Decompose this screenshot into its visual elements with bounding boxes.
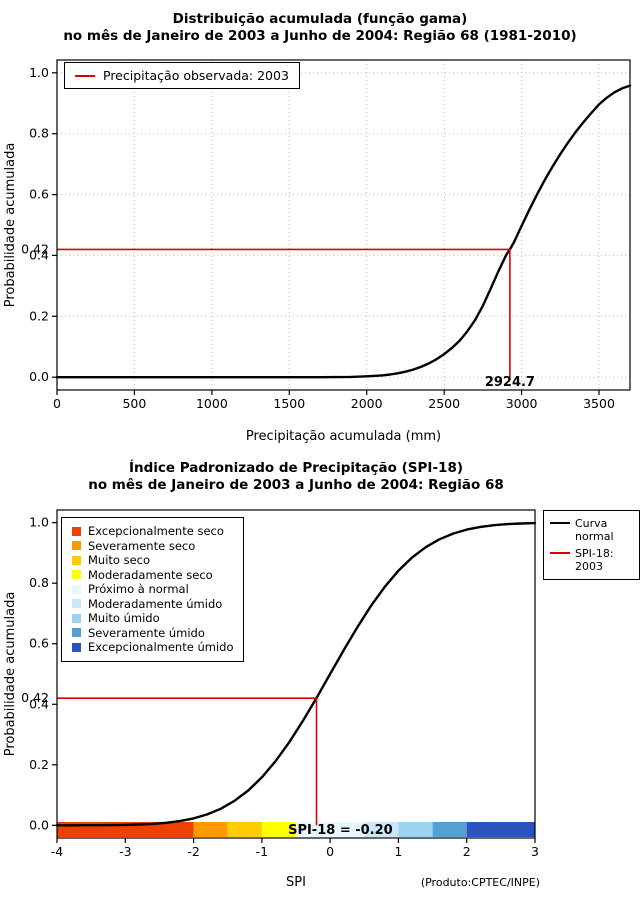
spi-colorbar-segment bbox=[296, 822, 365, 837]
legend-label: Precipitação observada: 2003 bbox=[103, 68, 289, 83]
category-swatch bbox=[72, 541, 81, 551]
category-swatch bbox=[72, 613, 81, 623]
spi-colorbar-segment bbox=[227, 822, 262, 837]
reference-value-label: SPI-18 = -0.20 bbox=[288, 823, 393, 838]
legend-item: Curva normal bbox=[550, 517, 633, 543]
category-swatch bbox=[72, 599, 81, 609]
x-tick-label: 3000 bbox=[506, 396, 538, 411]
spi-chart-title: Índice Padronizado de Precipitação (SPI-… bbox=[0, 460, 592, 494]
legend-label: Excepcionalmente seco bbox=[88, 524, 224, 539]
spi-chart-title-line2: no mês de Janeiro de 2003 a Junho de 200… bbox=[88, 477, 504, 493]
category-swatch bbox=[72, 526, 81, 536]
x-tick-label: 2 bbox=[463, 844, 471, 859]
y-tick-label: 0.8 bbox=[29, 575, 49, 590]
legend-label: Curva normal bbox=[575, 517, 614, 543]
cdf-curve bbox=[55, 84, 632, 379]
category-swatch bbox=[72, 642, 81, 652]
category-swatch bbox=[72, 570, 81, 580]
legend-item: Excepcionalmente seco bbox=[72, 524, 233, 539]
gamma-cdf-chart: 0 500 1000 1500 2000 2500 3000 3500 0.0 0.2 0.4 0.6… bbox=[3, 59, 632, 444]
y-tick-label: 0.4 bbox=[29, 247, 49, 262]
legend-item: Muito seco bbox=[72, 553, 233, 568]
x-tick-label: 1 bbox=[394, 844, 402, 859]
legend-label: Severamente úmido bbox=[88, 625, 205, 640]
legend-label: Severamente seco bbox=[88, 538, 196, 553]
spi-colorbar-segment bbox=[364, 822, 399, 837]
y-tick-label: 0.2 bbox=[29, 308, 49, 323]
reference-probability-label: 0.42 bbox=[21, 690, 49, 705]
legend-label: Próximo à normal bbox=[88, 582, 189, 597]
product-credit: (Produto:CPTEC/INPE) bbox=[420, 876, 540, 889]
legend-item: Precipitação observada: 2003 bbox=[75, 68, 289, 83]
y-tick-label: 0.2 bbox=[29, 757, 49, 772]
category-swatch bbox=[72, 584, 81, 594]
spi-colorbar-segment bbox=[398, 822, 433, 837]
legend-label: Moderadamente seco bbox=[88, 567, 213, 582]
gamma-chart-title-line1: Distribuição acumulada (função gama) bbox=[172, 11, 468, 27]
y-tick-label: 0.8 bbox=[29, 126, 49, 141]
x-axis-label: SPI bbox=[286, 875, 306, 890]
reference-probability-label: 0.42 bbox=[21, 241, 49, 256]
y-tick-label: 0.6 bbox=[29, 187, 49, 202]
observed-precipitation-legend: Precipitação observada: 2003 bbox=[64, 62, 300, 89]
spi-chart-title-line1: Índice Padronizado de Precipitação (SPI-… bbox=[128, 460, 464, 476]
observed-line-sample bbox=[75, 74, 95, 77]
spi-colorbar-segment bbox=[432, 822, 467, 837]
x-tick-label: -1 bbox=[256, 844, 268, 859]
x-tick-label: -4 bbox=[51, 844, 64, 859]
x-tick-label: 1000 bbox=[196, 396, 228, 411]
legend-item: Excepcionalmente úmido bbox=[72, 640, 233, 655]
gamma-chart-title: Distribuição acumulada (função gama) no … bbox=[0, 11, 640, 45]
legend-label: SPI-18: 2003 bbox=[575, 547, 614, 573]
legend-item: Próximo à normal bbox=[72, 582, 233, 597]
spi-cdf-panel: -4 -3 -2 -1 0 1 2 3 0.0 0.2 0.4 0.6 0.8 1.0 0.42 SPI-18… bbox=[0, 455, 640, 900]
legend-item: Muito úmido bbox=[72, 611, 233, 626]
gamma-chart-title-line2: no mês de Janeiro de 2003 a Junho de 200… bbox=[63, 28, 577, 44]
x-axis-label: Precipitação acumulada (mm) bbox=[246, 429, 441, 444]
curve-line-sample bbox=[550, 522, 570, 524]
y-axis-label: Probabilidade acumulada bbox=[3, 143, 18, 308]
legend-item: Severamente seco bbox=[72, 539, 233, 554]
y-tick-label: 0.6 bbox=[29, 636, 49, 651]
legend-label: Excepcionalmente úmido bbox=[88, 640, 234, 655]
y-tick-label: 0.4 bbox=[29, 696, 49, 711]
y-tick-label: 0.0 bbox=[29, 369, 49, 384]
y-axis-label: Probabilidade acumulada bbox=[3, 592, 18, 757]
x-tick-label: 2000 bbox=[351, 396, 383, 411]
y-tick-label: 0.0 bbox=[29, 817, 49, 832]
x-tick-label: -3 bbox=[119, 844, 131, 859]
x-tick-label: 1500 bbox=[273, 396, 305, 411]
curves-legend: Curva normal SPI-18: 2003 bbox=[543, 510, 640, 580]
legend-item: Severamente úmido bbox=[72, 626, 233, 641]
legend-item: Moderadamente seco bbox=[72, 568, 233, 583]
category-swatch bbox=[72, 555, 81, 565]
category-swatch bbox=[72, 628, 81, 638]
x-tick-label: 500 bbox=[122, 396, 146, 411]
spi-categories-legend: Excepcionalmente seco Severamente seco Mui… bbox=[61, 517, 245, 662]
plot-border bbox=[56, 509, 536, 839]
cdf-curve bbox=[55, 521, 537, 827]
x-tick-label: 0 bbox=[326, 844, 334, 859]
spi-colorbar-segment bbox=[261, 822, 296, 837]
legend-label: Muito úmido bbox=[88, 611, 160, 626]
plot-border bbox=[56, 59, 631, 391]
x-tick-label: 2500 bbox=[428, 396, 460, 411]
reference-value-label: 2924.7 bbox=[485, 375, 535, 390]
legend-item: Moderadamente úmido bbox=[72, 597, 233, 612]
x-tick-label: -2 bbox=[187, 844, 199, 859]
legend-item: SPI-18: 2003 bbox=[550, 547, 633, 573]
gamma-cdf-panel: 0 500 1000 1500 2000 2500 3000 3500 0.0 0.2 0.4 0.6… bbox=[0, 11, 640, 444]
y-tick-label: 1.0 bbox=[29, 515, 49, 530]
spi-colorbar-segment bbox=[466, 822, 535, 837]
curve-line-sample bbox=[550, 552, 570, 554]
legend-label: Moderadamente úmido bbox=[88, 596, 223, 611]
x-tick-label: 3500 bbox=[583, 396, 615, 411]
spi-cdf-chart: -4 -3 -2 -1 0 1 2 3 0.0 0.2 0.4 0.6 0.8 1.0 0.42 SPI-18… bbox=[3, 509, 539, 890]
x-tick-label: 0 bbox=[53, 396, 61, 411]
y-tick-label: 1.0 bbox=[29, 65, 49, 80]
x-tick-label: 3 bbox=[531, 844, 539, 859]
legend-label: Muito seco bbox=[88, 553, 151, 568]
spi-colorbar-segment bbox=[193, 822, 228, 837]
